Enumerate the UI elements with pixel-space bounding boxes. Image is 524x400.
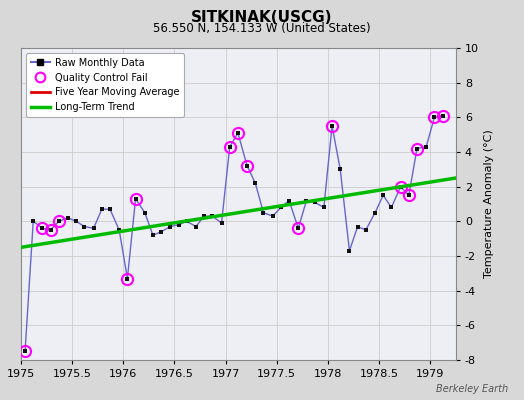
Y-axis label: Temperature Anomaly (°C): Temperature Anomaly (°C)	[485, 130, 495, 278]
Text: SITKINAK(USCG): SITKINAK(USCG)	[191, 10, 333, 25]
Text: Berkeley Earth: Berkeley Earth	[436, 384, 508, 394]
Legend: Raw Monthly Data, Quality Control Fail, Five Year Moving Average, Long-Term Tren: Raw Monthly Data, Quality Control Fail, …	[26, 53, 184, 117]
Text: 56.550 N, 154.133 W (United States): 56.550 N, 154.133 W (United States)	[153, 22, 371, 35]
